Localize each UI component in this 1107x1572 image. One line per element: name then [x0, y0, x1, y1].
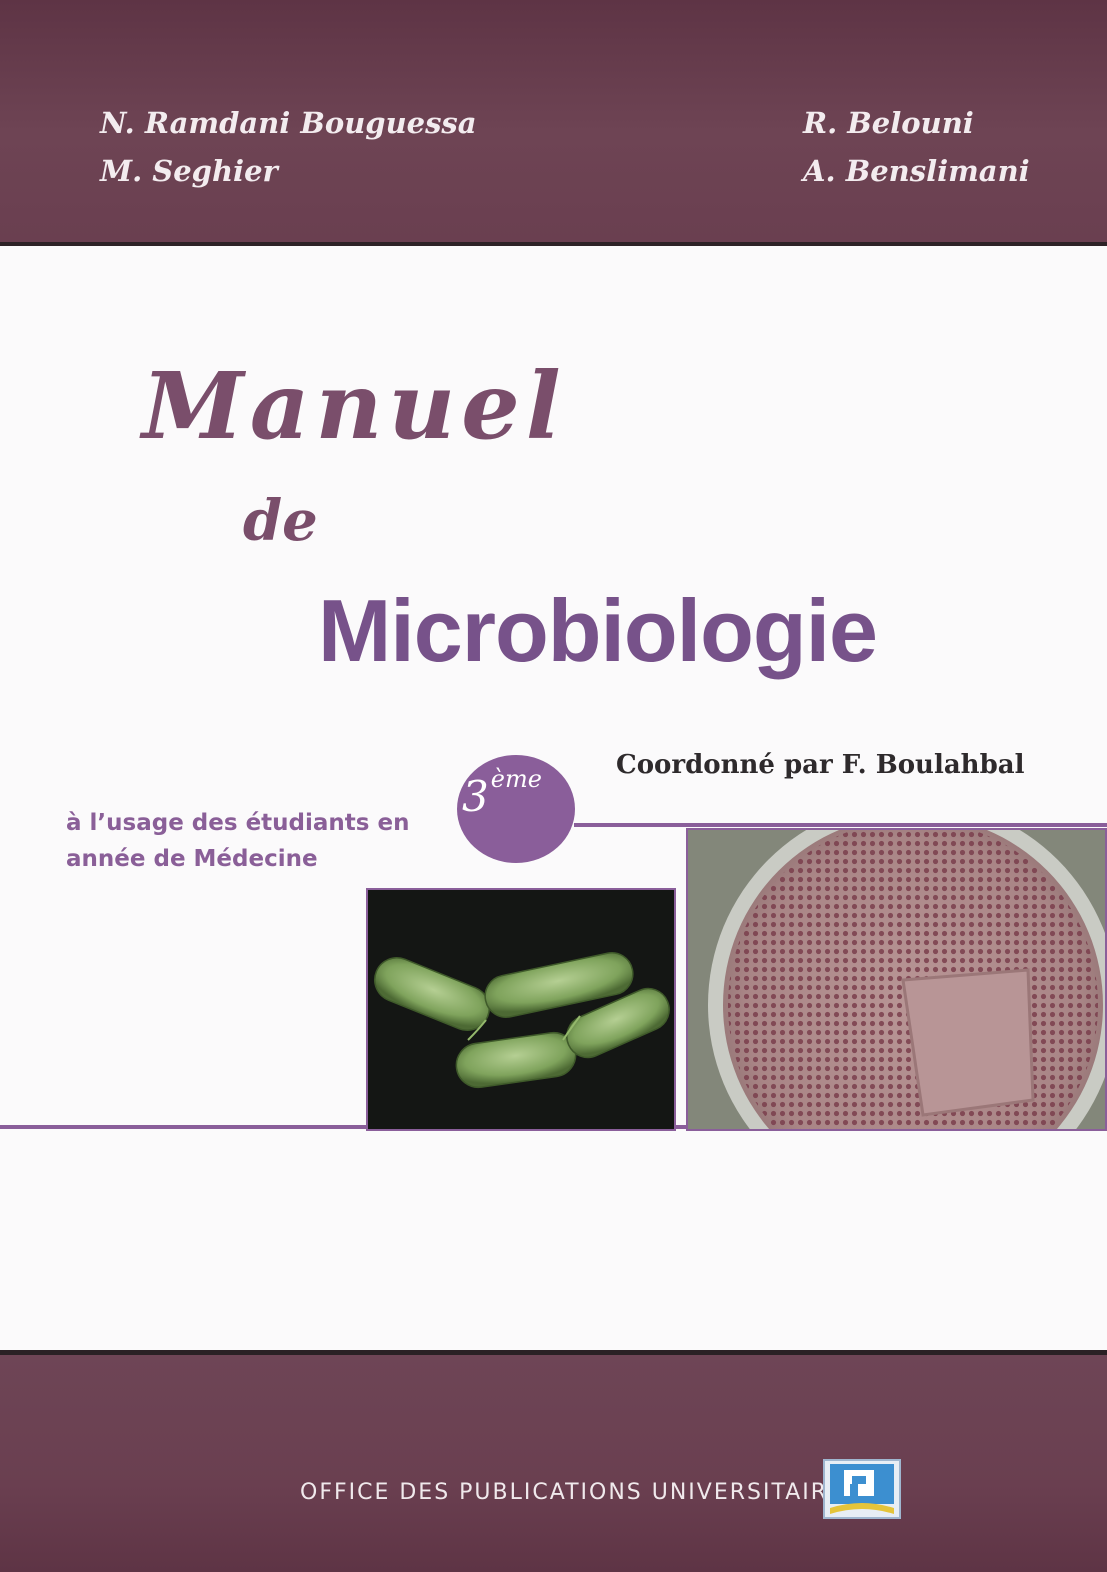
- petri-dish-illustration: [688, 830, 1105, 1129]
- year-badge-number: 3: [462, 772, 489, 821]
- petri-dish-photo: [686, 828, 1107, 1131]
- author-2: M. Seghier: [100, 154, 278, 188]
- accent-line-upper: [574, 823, 1107, 827]
- title-microbiologie: Microbiologie: [318, 581, 878, 680]
- author-4: A. Benslimani: [803, 154, 1030, 188]
- audience-line-2: année de Médecine: [66, 846, 318, 872]
- title-de: de: [243, 488, 318, 554]
- title-manuel: Manuel: [142, 352, 567, 460]
- year-badge-text: 3ème: [462, 765, 542, 821]
- bottom-publisher-band: [0, 1350, 1107, 1572]
- author-1: N. Ramdani Bouguessa: [100, 106, 477, 140]
- bacteria-illustration: [368, 890, 674, 1129]
- audience-text: à l’usage des étudiants en année de Méde…: [66, 805, 409, 877]
- year-badge: [457, 755, 575, 863]
- year-badge-suffix: ème: [490, 765, 542, 793]
- coordinator-credit: Coordonné par F. Boulahbal: [616, 750, 1025, 780]
- bacteria-micrograph: [366, 888, 676, 1131]
- audience-line-1: à l’usage des étudiants en: [66, 810, 410, 836]
- publisher-name: OFFICE DES PUBLICATIONS UNIVERSITAIRES: [300, 1480, 860, 1505]
- top-author-band: [0, 0, 1107, 246]
- author-3: R. Belouni: [803, 106, 974, 140]
- publisher-logo-icon: [822, 1458, 902, 1520]
